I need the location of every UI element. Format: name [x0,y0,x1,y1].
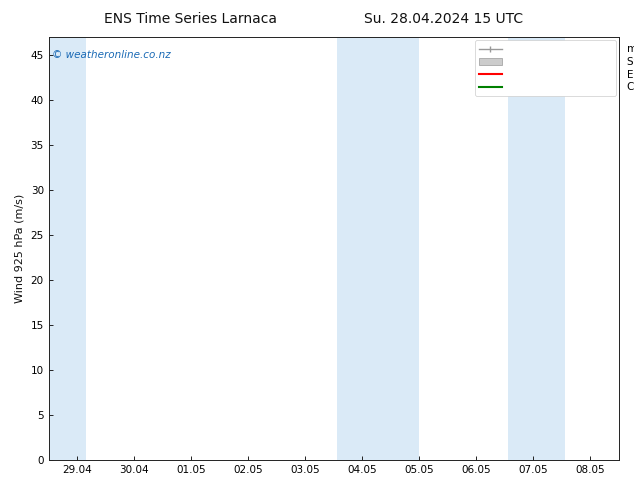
Bar [337,37,419,460]
Bar [49,37,86,460]
Text: © weatheronline.co.nz: © weatheronline.co.nz [51,50,171,60]
Legend: min/max, Standard deviation, Ensemble mean run, Controll run: min/max, Standard deviation, Ensemble me… [475,40,616,97]
Y-axis label: Wind 925 hPa (m/s): Wind 925 hPa (m/s) [15,194,25,303]
Bar [508,37,565,460]
Text: Su. 28.04.2024 15 UTC: Su. 28.04.2024 15 UTC [365,12,523,26]
Text: ENS Time Series Larnaca: ENS Time Series Larnaca [104,12,276,26]
